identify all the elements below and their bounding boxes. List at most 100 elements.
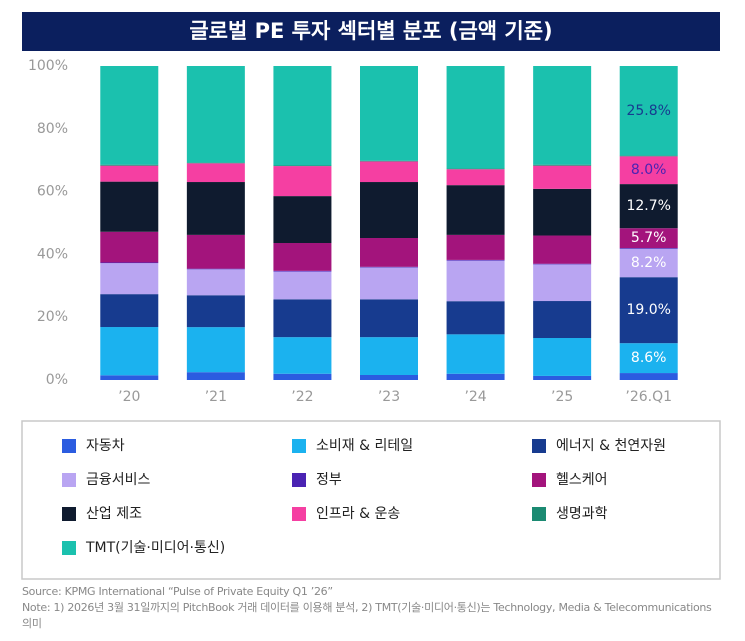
bar-segment bbox=[273, 373, 332, 380]
data-label: 8.6% bbox=[631, 350, 667, 366]
bar-segment bbox=[533, 66, 592, 165]
bar-segment bbox=[446, 334, 505, 374]
bar-segment bbox=[360, 337, 418, 375]
bar-segment bbox=[619, 155, 678, 157]
y-tick-label: 60% bbox=[37, 184, 68, 200]
bar-segment bbox=[619, 248, 678, 249]
bar-segment bbox=[533, 338, 592, 376]
bar-segment bbox=[273, 337, 332, 374]
bar-segment bbox=[619, 66, 678, 156]
bar-segment bbox=[446, 168, 505, 170]
bar-segment bbox=[186, 269, 245, 296]
legend-swatch bbox=[292, 507, 306, 521]
legend-label: TMT(기술·미디어·통신) bbox=[85, 540, 225, 556]
bar-segment bbox=[446, 185, 505, 235]
legend-swatch bbox=[62, 473, 76, 487]
bar-segment bbox=[360, 182, 418, 239]
bar-segment bbox=[446, 259, 505, 261]
legend-swatch bbox=[532, 507, 546, 521]
bar-segment bbox=[619, 277, 678, 344]
bar-segment bbox=[186, 234, 245, 269]
footnotes: Source: KPMG International “Pulse of Pri… bbox=[22, 584, 712, 632]
bar-segment bbox=[619, 343, 678, 374]
bar-segment bbox=[100, 375, 159, 380]
bar-segment bbox=[186, 66, 245, 163]
bar-segment bbox=[100, 231, 159, 263]
bar-segment bbox=[100, 327, 159, 376]
bar-segment bbox=[186, 162, 245, 164]
x-tick-label: ’22 bbox=[291, 389, 313, 405]
bar-segment bbox=[273, 270, 332, 272]
bar-segment bbox=[446, 373, 505, 380]
bar-segment bbox=[446, 169, 505, 186]
bar-segment bbox=[273, 243, 332, 271]
bar-segment bbox=[186, 182, 245, 235]
data-label: 8.2% bbox=[631, 255, 667, 271]
chart: 글로벌 PE 투자 섹터별 분포 (금액 기준) 0% 20% 40% 60% 80% 1… bbox=[21, 12, 721, 580]
bar-segment bbox=[533, 263, 592, 265]
legend-swatch bbox=[292, 473, 306, 487]
bar-segment bbox=[446, 260, 505, 302]
legend-label: 헬스케어 bbox=[556, 472, 608, 488]
x-tick-label: ’24 bbox=[464, 389, 486, 405]
bar-segment bbox=[533, 301, 592, 339]
y-tick-label: 100% bbox=[28, 58, 68, 74]
bar-segment bbox=[360, 160, 418, 162]
bar-segment bbox=[533, 188, 592, 236]
bar-segment bbox=[100, 294, 159, 328]
legend-swatch bbox=[532, 439, 546, 453]
bar-segment bbox=[533, 375, 592, 380]
y-tick-label: 40% bbox=[37, 246, 68, 262]
bar-segment bbox=[186, 295, 245, 328]
bar-segment bbox=[360, 299, 418, 338]
bar-segment bbox=[619, 373, 678, 380]
bar-segment bbox=[446, 66, 505, 169]
legend-label: 산업 제조 bbox=[86, 506, 142, 522]
bar-segment bbox=[360, 238, 418, 267]
x-tick-label: ’25 bbox=[551, 389, 573, 405]
bar-segment bbox=[186, 163, 245, 183]
bar-segment bbox=[360, 374, 418, 380]
bar-segment bbox=[273, 66, 332, 166]
legend-swatch bbox=[62, 439, 76, 453]
bar-segment bbox=[446, 234, 505, 260]
bar-segment bbox=[533, 264, 592, 302]
legend-label: 소비재 & 리테일 bbox=[316, 438, 413, 454]
legend-label: 자동차 bbox=[86, 438, 125, 454]
bar-segment bbox=[100, 165, 159, 182]
y-tick-label: 0% bbox=[46, 372, 68, 388]
legend-box bbox=[21, 420, 721, 580]
bar-segment bbox=[619, 248, 678, 278]
bar-segment bbox=[100, 181, 159, 232]
chart-title: 글로벌 PE 투자 섹터별 분포 (금액 기준) bbox=[189, 19, 552, 43]
legend-label: 에너지 & 천연자원 bbox=[556, 438, 666, 454]
bar-segment bbox=[273, 165, 332, 167]
bar-segment bbox=[100, 66, 159, 165]
legend-label: 금융서비스 bbox=[86, 472, 151, 488]
source: Source: KPMG International “Pulse of Pri… bbox=[22, 585, 333, 598]
data-label: 25.8% bbox=[626, 103, 670, 119]
bar-segment bbox=[273, 166, 332, 197]
bar-segment bbox=[273, 299, 332, 338]
bar-segment bbox=[533, 165, 592, 189]
bar-segment bbox=[360, 161, 418, 183]
bar-segment bbox=[360, 66, 418, 161]
bar-segment bbox=[360, 266, 418, 268]
bar-segment bbox=[100, 262, 159, 264]
x-tick-label: ’26.Q1 bbox=[625, 389, 672, 405]
bar-segment bbox=[619, 156, 678, 185]
bar-segment bbox=[273, 196, 332, 244]
data-label: 19.0% bbox=[626, 302, 670, 318]
bar-segment bbox=[186, 327, 245, 373]
y-tick-label: 80% bbox=[37, 121, 68, 137]
x-tick-label: ’20 bbox=[118, 389, 140, 405]
bar-segment bbox=[533, 235, 592, 264]
bar-segment bbox=[533, 164, 592, 166]
title-bar bbox=[22, 12, 720, 51]
x-tick-label: ’23 bbox=[378, 389, 400, 405]
bar-segment bbox=[100, 164, 159, 166]
note: Note: 1) 2026년 3월 31일까지의 PitchBook 거래 데이… bbox=[22, 601, 712, 630]
bar-segment bbox=[100, 263, 159, 295]
legend-swatch bbox=[292, 439, 306, 453]
